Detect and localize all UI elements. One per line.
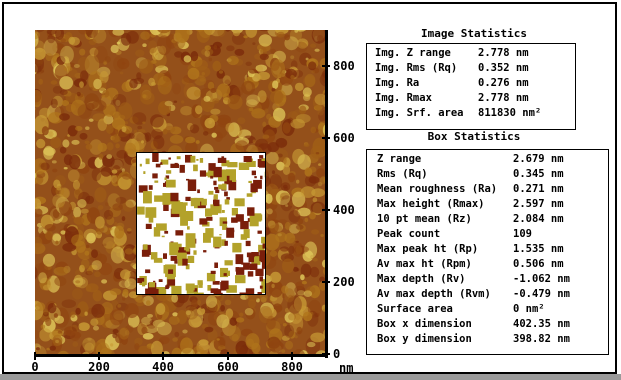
x-tick — [34, 352, 36, 360]
stat-value: 2.597 nm — [513, 198, 564, 210]
y-tick-label: 800 — [333, 59, 355, 73]
stat-label: Mean roughness (Ra) — [377, 183, 498, 195]
stat-row: Peak count 109 — [377, 227, 608, 242]
stat-row: Av max depth (Rvm) -0.479 nm — [377, 287, 608, 302]
y-tick — [322, 137, 330, 139]
stat-row: Img. Ra 0.276 nm — [375, 76, 575, 91]
stat-row: Box y dimension 398.82 nm — [377, 332, 608, 347]
stat-row: Av max ht (Rpm) 0.506 nm — [377, 257, 608, 272]
stat-row: Max depth (Rv) -1.062 nm — [377, 272, 608, 287]
stat-value: 2.778 nm — [478, 92, 529, 104]
box-threshold-mask — [137, 153, 265, 294]
stat-label: Av max depth (Rvm) — [377, 288, 491, 300]
stat-row: Max height (Rmax) 2.597 nm — [377, 197, 608, 212]
stat-value: -0.479 nm — [513, 288, 570, 300]
stat-value: 0.352 nm — [478, 62, 529, 74]
stat-value: 0.276 nm — [478, 77, 529, 89]
window-frame — [2, 2, 617, 374]
stat-value: 2.679 nm — [513, 153, 564, 165]
x-tick — [291, 352, 293, 360]
y-tick — [322, 65, 330, 67]
stat-value: 109 — [513, 228, 532, 240]
x-tick — [227, 352, 229, 360]
stat-row: Max peak ht (Rp) 1.535 nm — [377, 242, 608, 257]
stat-label: Max height (Rmax) — [377, 198, 485, 210]
axis-unit-label: nm — [339, 361, 354, 375]
x-tick-label: 600 — [217, 360, 239, 374]
stat-label: Box x dimension — [377, 318, 472, 330]
y-tick — [322, 353, 330, 355]
stat-label: Img. Rmax — [375, 92, 432, 104]
x-axis — [34, 354, 328, 357]
stat-label: Box y dimension — [377, 333, 472, 345]
y-tick — [322, 209, 330, 211]
stat-label: Max depth (Rv) — [377, 273, 466, 285]
stat-value: -1.062 nm — [513, 273, 570, 285]
bottom-bar — [0, 374, 621, 380]
y-tick-label: 400 — [333, 203, 355, 217]
stat-row: Surface area 0 nm² — [377, 302, 608, 317]
y-tick-label: 600 — [333, 131, 355, 145]
stat-value: 2.778 nm — [478, 47, 529, 59]
stat-label: Img. Rms (Rq) — [375, 62, 458, 74]
stat-label: Av max ht (Rpm) — [377, 258, 472, 270]
stat-value: 0.345 nm — [513, 168, 564, 180]
stat-label: Z range — [377, 153, 422, 165]
stat-row: Img. Rmax 2.778 nm — [375, 91, 575, 106]
stat-row: Img. Srf. area 811830 nm² — [375, 106, 575, 121]
x-tick-label: 0 — [31, 360, 39, 374]
box-statistics-title: Box Statistics — [427, 130, 521, 143]
stat-label: Max peak ht (Rp) — [377, 243, 479, 255]
x-tick-label: 200 — [88, 360, 110, 374]
stat-value: 402.35 nm — [513, 318, 570, 330]
stat-row: Box x dimension 402.35 nm — [377, 317, 608, 332]
stat-label: Img. Ra — [375, 77, 420, 89]
x-tick-label: 400 — [152, 360, 174, 374]
y-tick — [322, 281, 330, 283]
stat-row: Z range 2.679 nm — [377, 152, 608, 167]
stat-row: Rms (Rq) 0.345 nm — [377, 167, 608, 182]
image-statistics-title: Image Statistics — [421, 27, 527, 40]
stat-label: 10 pt mean (Rz) — [377, 213, 472, 225]
stat-value: 0.506 nm — [513, 258, 564, 270]
stat-value: 811830 nm² — [478, 107, 542, 119]
stat-label: Img. Z range — [375, 47, 451, 59]
stat-label: Rms (Rq) — [377, 168, 428, 180]
stat-value: 2.084 nm — [513, 213, 564, 225]
stat-label: Img. Srf. area — [375, 107, 464, 119]
x-tick — [162, 352, 164, 360]
stat-label: Peak count — [377, 228, 441, 240]
x-tick-label: 800 — [281, 360, 303, 374]
stat-value: 0 nm² — [513, 303, 545, 315]
stat-row: Img. Rms (Rq) 0.352 nm — [375, 61, 575, 76]
image-statistics-panel: Img. Z range 2.778 nm Img. Rms (Rq) 0.352 n… — [366, 43, 576, 130]
afm-height-image[interactable] — [35, 30, 327, 356]
stat-row: Mean roughness (Ra) 0.271 nm — [377, 182, 608, 197]
y-tick-label: 0 — [333, 347, 341, 361]
y-axis — [325, 30, 328, 358]
stat-row: Img. Z range 2.778 nm — [375, 46, 575, 61]
stat-row: 10 pt mean (Rz) 2.084 nm — [377, 212, 608, 227]
stat-value: 1.535 nm — [513, 243, 564, 255]
selection-box[interactable] — [136, 152, 266, 295]
box-statistics-panel: Z range 2.679 nm Rms (Rq) 0.345 nm Mean roug… — [366, 149, 609, 355]
stat-value: 398.82 nm — [513, 333, 570, 345]
stat-value: 0.271 nm — [513, 183, 564, 195]
y-tick-label: 200 — [333, 275, 355, 289]
stat-label: Surface area — [377, 303, 453, 315]
x-tick — [98, 352, 100, 360]
